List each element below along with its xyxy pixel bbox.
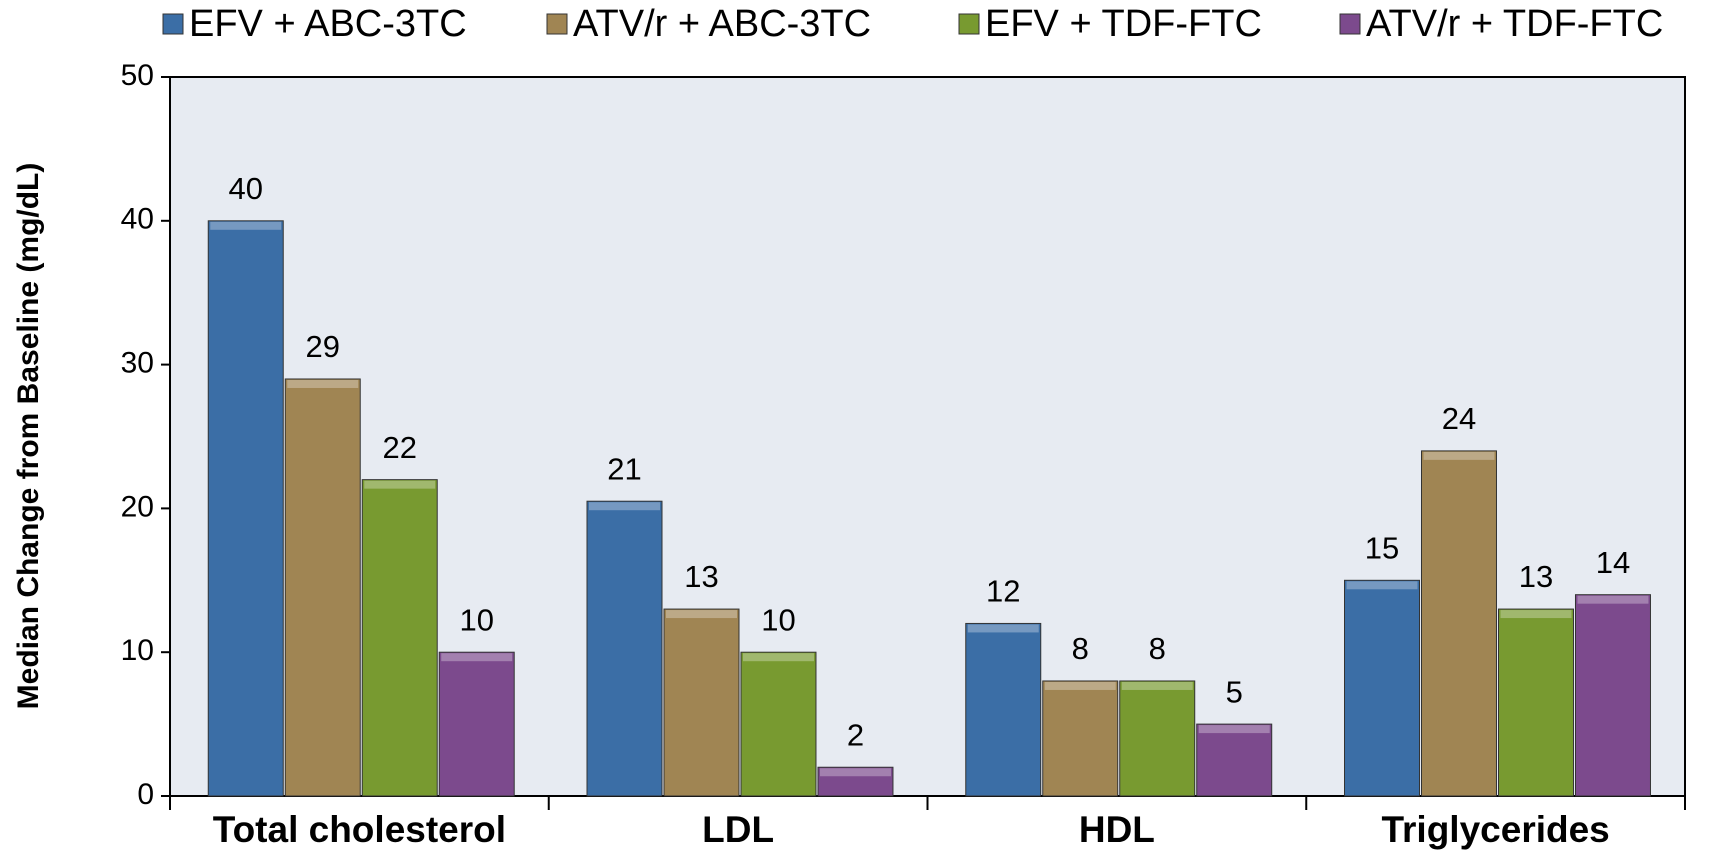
legend-swatch <box>162 13 184 35</box>
legend-label: ATV/r + TDF-FTC <box>1366 3 1663 45</box>
bar-bevel <box>1500 610 1572 619</box>
data-label: 24 <box>1442 401 1476 436</box>
bar-bevel <box>1198 725 1270 734</box>
bar-bevel <box>441 653 513 662</box>
bar-bevel <box>1577 595 1649 604</box>
bar-bevel <box>1346 581 1418 590</box>
x-tick-label: Total cholesterol <box>213 809 506 850</box>
bar <box>1344 579 1420 797</box>
bar-bevel <box>1121 681 1193 690</box>
bar <box>1119 680 1196 797</box>
data-label: 29 <box>306 329 340 364</box>
bar <box>663 608 740 797</box>
y-tick-label: 40 <box>121 203 154 236</box>
bar <box>1196 723 1273 797</box>
bar-bevel <box>967 624 1039 633</box>
y-tick-label: 30 <box>121 347 154 380</box>
bar-bevel <box>819 768 891 777</box>
data-label: 40 <box>229 171 263 206</box>
bar-bevel <box>287 379 359 388</box>
legend-swatch <box>546 13 568 35</box>
bar <box>438 651 515 797</box>
bar <box>1574 594 1651 797</box>
legend-swatch <box>1339 13 1361 35</box>
x-tick-label: LDL <box>702 809 774 850</box>
x-tick-label: HDL <box>1079 809 1155 850</box>
y-tick-label: 50 <box>121 59 154 92</box>
bar-bevel <box>665 610 737 619</box>
data-label: 21 <box>607 451 641 486</box>
legend-label: ATV/r + ABC-3TC <box>573 3 871 45</box>
bar <box>207 220 284 797</box>
bar <box>1497 608 1574 797</box>
y-tick-label: 20 <box>121 490 154 523</box>
data-label: 8 <box>1072 631 1089 666</box>
data-label: 8 <box>1149 631 1166 666</box>
data-label: 13 <box>684 559 718 594</box>
x-tick-label: Triglycerides <box>1381 809 1609 850</box>
bar <box>1042 680 1119 797</box>
data-label: 2 <box>847 717 864 752</box>
bar-bevel <box>364 480 436 489</box>
data-label: 10 <box>761 602 795 637</box>
bar <box>586 500 663 797</box>
bar <box>965 622 1042 797</box>
legend-swatch <box>958 13 980 35</box>
bar-bevel <box>589 502 660 511</box>
data-label: 22 <box>382 430 416 465</box>
bar <box>1420 450 1497 797</box>
bar <box>740 651 817 797</box>
data-label: 12 <box>986 574 1020 609</box>
data-label: 15 <box>1365 530 1399 565</box>
data-label: 13 <box>1519 559 1553 594</box>
bar <box>361 479 438 797</box>
bar-bevel <box>1044 681 1116 690</box>
data-label: 14 <box>1596 545 1630 580</box>
data-label: 5 <box>1226 674 1243 709</box>
legend-label: EFV + ABC-3TC <box>189 3 467 45</box>
legend-label: EFV + TDF-FTC <box>985 3 1262 45</box>
y-tick-label: 0 <box>137 778 154 811</box>
bar-bevel <box>210 221 282 230</box>
data-label: 10 <box>459 602 493 637</box>
y-axis-label: Median Change from Baseline (mg/dL) <box>12 163 45 710</box>
y-tick-label: 10 <box>121 634 154 667</box>
bar-bevel <box>1423 451 1495 460</box>
bar-bevel <box>742 653 814 662</box>
bar <box>284 378 361 797</box>
bar <box>817 766 894 797</box>
